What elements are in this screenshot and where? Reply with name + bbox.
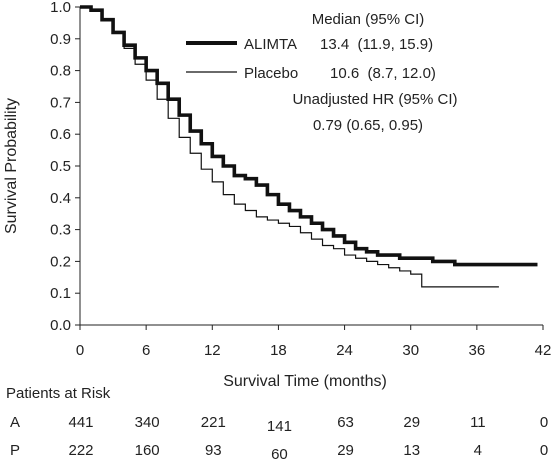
x-tick-label: 12 bbox=[204, 342, 221, 359]
risk-value: 441 bbox=[68, 414, 93, 431]
risk-value: 0 bbox=[540, 414, 548, 431]
series-line-alimta bbox=[80, 5, 538, 267]
hazard-ratio-label: Unadjusted HR (95% CI) bbox=[292, 91, 457, 108]
legend: Median (95% CI) ALIMTA 13.4 (11.9, 15.9)… bbox=[186, 11, 458, 134]
survival-curves bbox=[80, 5, 538, 288]
risk-value: 160 bbox=[135, 442, 160, 459]
x-tick-label: 6 bbox=[142, 342, 150, 359]
risk-value: 222 bbox=[68, 442, 93, 459]
risk-value: 93 bbox=[205, 442, 222, 459]
y-tick-label: 0.8 bbox=[50, 63, 71, 80]
x-tick-label: 30 bbox=[402, 342, 419, 359]
risk-value: 4 bbox=[474, 442, 482, 459]
y-tick-label: 0.3 bbox=[50, 222, 71, 239]
risk-value: 0 bbox=[540, 442, 548, 459]
risk-value: 60 bbox=[271, 446, 288, 459]
risk-value: 63 bbox=[337, 414, 354, 431]
x-tick-label: 42 bbox=[535, 342, 552, 359]
y-tick-label: 0.5 bbox=[50, 158, 71, 175]
x-axis-label: Survival Time (months) bbox=[223, 373, 387, 390]
risk-table-title: Patients at Risk bbox=[6, 385, 111, 402]
y-tick-label: 0.4 bbox=[50, 190, 71, 207]
legend-header: Median (95% CI) bbox=[312, 11, 425, 28]
risk-value: 141 bbox=[267, 418, 292, 435]
y-tick-label: 1.0 bbox=[50, 0, 71, 16]
y-tick-label: 0.9 bbox=[50, 31, 71, 48]
y-tick-label: 0.0 bbox=[50, 317, 71, 334]
legend-label-placebo: Placebo bbox=[244, 65, 298, 82]
x-tick-label: 36 bbox=[469, 342, 486, 359]
legend-median-alimta: 13.4 (11.9, 15.9) bbox=[320, 36, 433, 53]
y-axis-label: Survival Probability bbox=[3, 98, 20, 234]
y-tick-label: 0.1 bbox=[50, 285, 71, 302]
hazard-ratio-value: 0.79 (0.65, 0.95) bbox=[313, 117, 423, 134]
risk-row-label: A bbox=[10, 414, 20, 431]
x-tick-label: 24 bbox=[336, 342, 353, 359]
risk-value: 11 bbox=[470, 414, 486, 431]
y-tick-label: 0.7 bbox=[50, 94, 71, 111]
risk-value: 29 bbox=[403, 414, 420, 431]
legend-median-placebo: 10.6 (8.7, 12.0) bbox=[330, 65, 436, 82]
legend-label-alimta: ALIMTA bbox=[244, 36, 297, 53]
y-tick-label: 0.6 bbox=[50, 126, 71, 143]
risk-table: Patients at Risk A 441 340 221 141 63 29 11 0 P 22… bbox=[6, 385, 548, 459]
plot-area: 0.0 0.1 0.2 0.3 0.4 0.5 0.6 0.7 0.8 0.9 1.0 0 6 12 18… bbox=[50, 0, 551, 359]
y-ticks: 0.0 0.1 0.2 0.3 0.4 0.5 0.6 0.7 0.8 0.9 1.0 bbox=[50, 0, 80, 334]
risk-value: 221 bbox=[201, 414, 226, 431]
x-tick-label: 0 bbox=[76, 342, 84, 359]
risk-value: 340 bbox=[135, 414, 160, 431]
risk-table-rows: A 441 340 221 141 63 29 11 0 P 222 160 93 60 29 13 4 0 bbox=[10, 414, 548, 459]
risk-row-label: P bbox=[10, 442, 20, 459]
risk-value: 29 bbox=[337, 442, 354, 459]
y-tick-label: 0.2 bbox=[50, 253, 71, 270]
series-line-placebo bbox=[80, 6, 499, 288]
risk-value: 13 bbox=[403, 442, 420, 459]
x-tick-label: 18 bbox=[270, 342, 287, 359]
x-ticks: 0 6 12 18 24 30 36 42 bbox=[76, 325, 552, 359]
